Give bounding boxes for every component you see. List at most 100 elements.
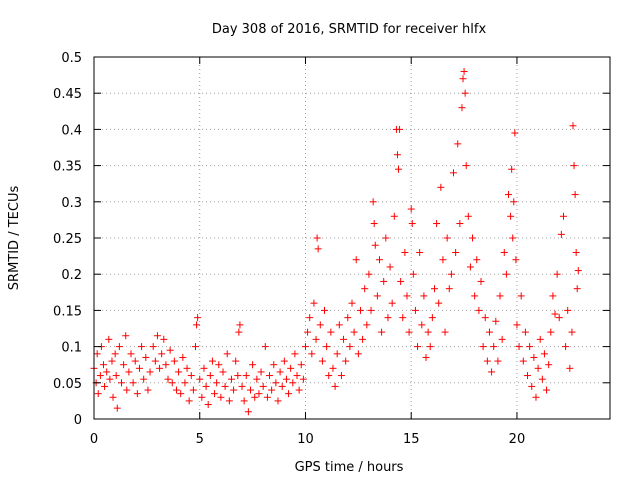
data-point xyxy=(424,328,432,336)
data-point xyxy=(297,361,305,369)
data-point xyxy=(407,205,415,213)
data-point xyxy=(509,234,517,242)
data-point xyxy=(549,292,557,300)
data-point xyxy=(414,343,422,351)
data-points xyxy=(90,67,582,416)
data-point xyxy=(238,382,246,390)
data-point xyxy=(335,321,343,329)
data-point xyxy=(536,335,544,343)
data-point xyxy=(333,350,341,358)
data-point xyxy=(352,256,360,264)
data-point xyxy=(573,285,581,293)
data-point xyxy=(282,375,290,383)
data-point xyxy=(504,191,512,199)
data-point xyxy=(386,263,394,271)
data-point xyxy=(160,335,168,343)
data-point xyxy=(223,350,231,358)
data-point xyxy=(375,256,383,264)
data-point xyxy=(221,382,229,390)
data-point xyxy=(259,382,267,390)
data-point xyxy=(460,67,468,75)
data-point xyxy=(194,314,202,322)
data-point xyxy=(466,263,474,271)
data-point xyxy=(94,390,102,398)
data-point xyxy=(170,357,178,365)
data-point xyxy=(367,306,375,314)
data-point xyxy=(313,234,321,242)
data-point xyxy=(452,248,460,256)
data-point xyxy=(492,317,500,325)
data-point xyxy=(370,220,378,228)
data-point xyxy=(217,393,225,401)
x-axis-label: GPS time / hours xyxy=(295,460,404,475)
data-point xyxy=(361,285,369,293)
y-tick-label: 0.25 xyxy=(53,232,82,247)
data-point xyxy=(485,328,493,336)
data-point xyxy=(200,364,208,372)
data-point xyxy=(225,397,233,405)
data-point xyxy=(177,390,185,398)
y-tick-label: 0 xyxy=(74,413,82,428)
data-point xyxy=(574,267,582,275)
y-tick-label: 0.4 xyxy=(61,123,82,138)
data-point xyxy=(348,299,356,307)
data-point xyxy=(532,393,540,401)
data-point xyxy=(564,306,572,314)
data-point xyxy=(106,375,114,383)
data-point xyxy=(369,198,377,206)
data-point xyxy=(301,343,309,351)
data-point xyxy=(156,364,164,372)
data-point xyxy=(441,328,449,336)
data-point xyxy=(318,357,326,365)
data-point xyxy=(572,248,580,256)
data-point xyxy=(325,372,333,380)
y-tick-label: 0.35 xyxy=(53,160,82,175)
data-point xyxy=(308,350,316,358)
data-point xyxy=(244,408,252,416)
data-point xyxy=(268,386,276,394)
data-point xyxy=(175,368,183,376)
data-point xyxy=(314,245,322,253)
data-point xyxy=(227,375,235,383)
data-point xyxy=(437,183,445,191)
data-point xyxy=(101,382,109,390)
data-point xyxy=(105,335,113,343)
x-tick-label: 20 xyxy=(509,432,526,447)
data-point xyxy=(280,357,288,365)
data-point xyxy=(458,104,466,112)
data-point xyxy=(517,292,525,300)
data-point xyxy=(240,397,248,405)
data-point xyxy=(408,220,416,228)
data-point xyxy=(166,346,174,354)
data-point xyxy=(526,343,534,351)
data-point xyxy=(185,397,193,405)
data-point xyxy=(344,314,352,322)
data-point xyxy=(193,321,201,329)
data-point xyxy=(129,379,137,387)
data-point xyxy=(202,382,210,390)
data-point xyxy=(409,270,417,278)
data-point xyxy=(293,372,301,380)
data-point xyxy=(342,357,350,365)
data-point xyxy=(378,328,386,336)
data-point xyxy=(310,299,318,307)
data-point xyxy=(211,390,219,398)
data-point xyxy=(469,234,477,242)
data-point xyxy=(553,270,561,278)
data-point xyxy=(500,248,508,256)
data-point xyxy=(373,292,381,300)
data-point xyxy=(246,386,254,394)
data-point xyxy=(272,379,280,387)
data-point xyxy=(496,292,504,300)
data-point xyxy=(430,285,438,293)
data-point xyxy=(498,335,506,343)
data-point xyxy=(547,328,555,336)
data-point xyxy=(215,361,223,369)
data-point xyxy=(380,277,388,285)
data-point xyxy=(393,151,401,159)
data-point xyxy=(144,386,152,394)
data-point xyxy=(112,372,120,380)
data-point xyxy=(329,364,337,372)
data-point xyxy=(149,343,157,351)
y-axis-label: SRMTID / TECUs xyxy=(7,186,22,291)
